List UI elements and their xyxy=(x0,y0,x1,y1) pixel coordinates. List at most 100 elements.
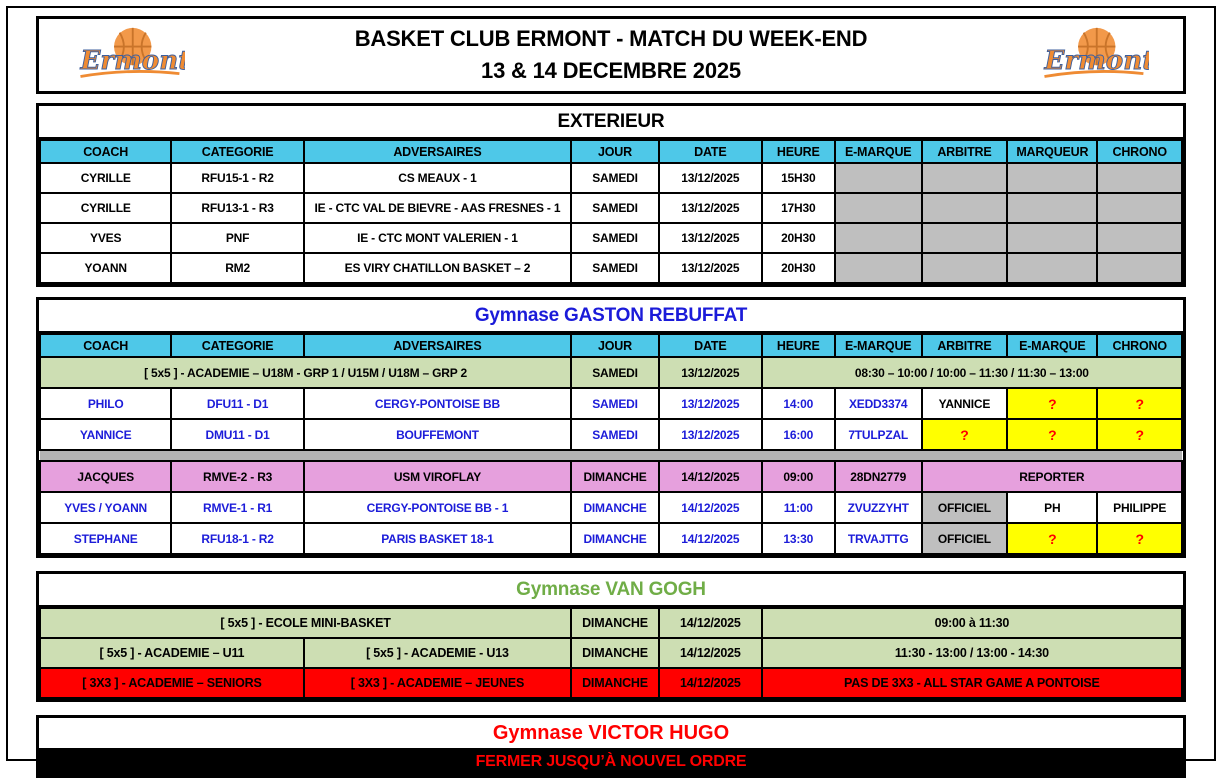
table-cell: [ 5x5 ] - ACADEMIE – U11 xyxy=(40,638,304,668)
closed-notice-bar: FERMER JUSQU’À NOUVEL ORDRE xyxy=(39,748,1183,775)
table-cell: [ 3X3 ] - ACADEMIE – JEUNES xyxy=(304,668,571,698)
table-cell: [ 5x5 ] - ACADEMIE – U18M - GRP 1 / U15M… xyxy=(40,357,571,388)
table-cell: 11:30 - 13:00 / 13:00 - 14:30 xyxy=(762,638,1182,668)
header-banner: Ermont BASKET CLUB ERMONT - MATCH DU WEE… xyxy=(36,16,1186,94)
table-cell: RMVE-1 - R1 xyxy=(171,492,303,523)
table-cell: DIMANCHE xyxy=(571,461,659,492)
section-title-rebuffat: Gymnase GASTON REBUFFAT xyxy=(39,300,1183,333)
table-cell: 08:30 – 10:00 / 10:00 – 11:30 / 11:30 – … xyxy=(762,357,1182,388)
table-cell xyxy=(1007,253,1097,283)
table-cell xyxy=(835,223,922,253)
column-header: JOUR xyxy=(571,334,659,357)
table-cell: USM VIROFLAY xyxy=(304,461,571,492)
table-cell xyxy=(1097,193,1182,223)
column-header: HEURE xyxy=(762,140,835,163)
table-cell xyxy=(835,253,922,283)
table-cell: PH xyxy=(1007,492,1097,523)
column-header: E-MARQUE xyxy=(1007,334,1097,357)
closed-notice-text: FERMER JUSQU’À NOUVEL ORDRE xyxy=(476,753,747,771)
table-cell: XEDD3374 xyxy=(835,388,922,419)
page-title-line1: BASKET CLUB ERMONT - MATCH DU WEEK-END xyxy=(185,23,1037,55)
table-cell: ? xyxy=(1097,523,1182,554)
table-cell: 14/12/2025 xyxy=(659,608,762,638)
table-cell: REPORTER xyxy=(922,461,1182,492)
table-cell: ? xyxy=(1097,419,1182,450)
page-title: BASKET CLUB ERMONT - MATCH DU WEEK-END 1… xyxy=(185,23,1037,87)
table-cell: DIMANCHE xyxy=(571,668,659,698)
table-cell: DFU11 - D1 xyxy=(171,388,303,419)
table-cell xyxy=(835,193,922,223)
page-frame: Ermont BASKET CLUB ERMONT - MATCH DU WEE… xyxy=(6,6,1216,761)
column-header: DATE xyxy=(659,140,762,163)
table-cell: SAMEDI xyxy=(571,419,659,450)
table-cell: IE - CTC MONT VALERIEN - 1 xyxy=(304,223,571,253)
table-cell: SAMEDI xyxy=(571,223,659,253)
table-cell: PNF xyxy=(171,223,303,253)
table-cell: SAMEDI xyxy=(571,193,659,223)
table-cell: SAMEDI xyxy=(571,163,659,193)
table-cell: TRVAJTTG xyxy=(835,523,922,554)
table-cell: 20H30 xyxy=(762,253,835,283)
table-cell: ? xyxy=(1007,388,1097,419)
table-cell: CS MEAUX - 1 xyxy=(304,163,571,193)
table-row: [ 5x5 ] - ACADEMIE – U18M - GRP 1 / U15M… xyxy=(40,357,1182,388)
column-header: ADVERSAIRES xyxy=(304,140,571,163)
table-cell: 14:00 xyxy=(762,388,835,419)
table-cell: ? xyxy=(1007,419,1097,450)
table-cell xyxy=(1097,163,1182,193)
column-header: CATEGORIE xyxy=(171,140,303,163)
table-cell: 13/12/2025 xyxy=(659,223,762,253)
page-title-line2: 13 & 14 DECEMBRE 2025 xyxy=(185,55,1037,87)
table-cell xyxy=(922,223,1008,253)
column-header: E-MARQUE xyxy=(835,334,922,357)
table-cell: PHILIPPE xyxy=(1097,492,1182,523)
table-cell: 13/12/2025 xyxy=(659,388,762,419)
table-cell: [ 3X3 ] - ACADEMIE – SENIORS xyxy=(40,668,304,698)
section-title-victorhugo: Gymnase VICTOR HUGO xyxy=(39,718,1183,748)
table-cell: JACQUES xyxy=(40,461,171,492)
table-row: [ 3X3 ] - ACADEMIE – SENIORS[ 3X3 ] - AC… xyxy=(40,668,1182,698)
column-header: CATEGORIE xyxy=(171,334,303,357)
table-cell: 15H30 xyxy=(762,163,835,193)
table-cell xyxy=(922,163,1008,193)
table-cell xyxy=(922,253,1008,283)
table-cell: DIMANCHE xyxy=(571,492,659,523)
table-cell: 13/12/2025 xyxy=(659,419,762,450)
table-cell: CERGY-PONTOISE BB - 1 xyxy=(304,492,571,523)
column-header: COACH xyxy=(40,334,171,357)
table-cell: ? xyxy=(922,419,1008,450)
table-cell: ZVUZZYHT xyxy=(835,492,922,523)
table-cell: 14/12/2025 xyxy=(659,638,762,668)
section-vangogh: Gymnase VAN GOGH [ 5x5 ] - ECOLE MINI-BA… xyxy=(36,571,1186,702)
table-cell: YVES / YOANN xyxy=(40,492,171,523)
table-cell: 14/12/2025 xyxy=(659,668,762,698)
table-cell xyxy=(1097,253,1182,283)
table-cell: DIMANCHE xyxy=(571,608,659,638)
table-cell: [ 5x5 ] - ACADEMIE - U13 xyxy=(304,638,571,668)
table-cell: 14/12/2025 xyxy=(659,461,762,492)
table-cell: CYRILLE xyxy=(40,163,171,193)
table-cell: SAMEDI xyxy=(571,357,659,388)
table-cell: 7TULPZAL xyxy=(835,419,922,450)
table-cell: RFU18-1 - R2 xyxy=(171,523,303,554)
table-cell: 13:30 xyxy=(762,523,835,554)
section-victorhugo: Gymnase VICTOR HUGO FERMER JUSQU’À NOUVE… xyxy=(36,715,1186,778)
table-cell: 13/12/2025 xyxy=(659,193,762,223)
column-header: E-MARQUE xyxy=(835,140,922,163)
table-cell xyxy=(1007,163,1097,193)
table-cell: 14/12/2025 xyxy=(659,523,762,554)
table-cell: DIMANCHE xyxy=(571,638,659,668)
column-header: ADVERSAIRES xyxy=(304,334,571,357)
table-row: [ 5x5 ] - ACADEMIE – U11[ 5x5 ] - ACADEM… xyxy=(40,638,1182,668)
table-cell: OFFICIEL xyxy=(922,523,1008,554)
